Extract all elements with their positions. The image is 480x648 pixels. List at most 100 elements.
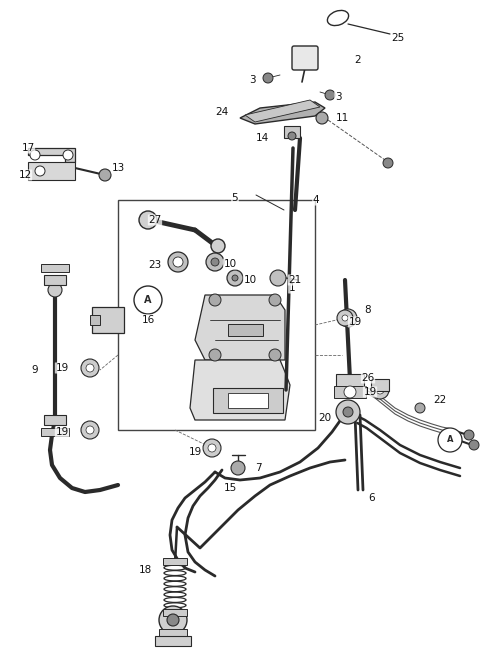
Circle shape — [232, 275, 238, 281]
Circle shape — [231, 461, 245, 475]
Circle shape — [316, 112, 328, 124]
Text: 26: 26 — [361, 373, 374, 383]
Text: 19: 19 — [348, 317, 361, 327]
Bar — [336, 374, 364, 390]
Circle shape — [270, 270, 286, 286]
Circle shape — [269, 294, 281, 306]
Text: 10: 10 — [223, 259, 237, 269]
Bar — [92, 307, 124, 333]
Circle shape — [371, 381, 389, 399]
Text: 19: 19 — [55, 427, 69, 437]
Bar — [371, 379, 389, 391]
Circle shape — [63, 150, 73, 160]
Bar — [159, 629, 187, 637]
Circle shape — [134, 286, 162, 314]
Text: 16: 16 — [142, 315, 155, 325]
Circle shape — [263, 73, 273, 83]
Bar — [155, 636, 191, 646]
Circle shape — [209, 349, 221, 361]
Circle shape — [344, 314, 352, 322]
Circle shape — [438, 428, 462, 452]
Text: 1: 1 — [288, 283, 295, 293]
Text: 15: 15 — [223, 483, 237, 493]
Bar — [118, 200, 315, 430]
Text: 7: 7 — [255, 463, 261, 473]
Circle shape — [415, 403, 425, 413]
Text: 20: 20 — [318, 413, 332, 423]
Text: 23: 23 — [148, 260, 162, 270]
Circle shape — [167, 614, 179, 626]
Text: 19: 19 — [188, 447, 202, 457]
Circle shape — [159, 606, 187, 634]
Bar — [44, 275, 66, 285]
Circle shape — [30, 150, 40, 160]
Polygon shape — [190, 360, 290, 420]
Text: 4: 4 — [312, 195, 319, 205]
Bar — [44, 415, 66, 425]
Circle shape — [269, 349, 281, 361]
Text: 3: 3 — [249, 75, 255, 85]
Bar — [41, 264, 69, 272]
Text: 17: 17 — [22, 143, 35, 153]
Circle shape — [464, 430, 474, 440]
Text: A: A — [144, 295, 152, 305]
Circle shape — [99, 169, 111, 181]
Text: 14: 14 — [255, 133, 269, 143]
Circle shape — [227, 270, 243, 286]
Text: 19: 19 — [55, 363, 69, 373]
Polygon shape — [240, 102, 325, 124]
Circle shape — [325, 90, 335, 100]
Circle shape — [86, 364, 94, 372]
Circle shape — [208, 444, 216, 452]
Text: 19: 19 — [363, 387, 377, 397]
Bar — [228, 393, 268, 408]
Bar — [90, 315, 100, 325]
Circle shape — [211, 239, 225, 253]
Circle shape — [342, 315, 348, 321]
Circle shape — [344, 386, 356, 398]
Text: 5: 5 — [232, 193, 238, 203]
Circle shape — [206, 253, 224, 271]
Text: 2: 2 — [355, 55, 361, 65]
Circle shape — [48, 283, 62, 297]
Text: 12: 12 — [18, 170, 32, 180]
Circle shape — [209, 294, 221, 306]
Polygon shape — [28, 148, 75, 162]
Text: 27: 27 — [148, 215, 162, 225]
Text: 22: 22 — [433, 395, 446, 405]
FancyBboxPatch shape — [292, 46, 318, 70]
Circle shape — [339, 309, 357, 327]
Circle shape — [139, 211, 157, 229]
Text: 9: 9 — [32, 365, 38, 375]
Bar — [334, 386, 366, 398]
Bar — [228, 324, 263, 336]
Text: A: A — [447, 435, 453, 445]
Circle shape — [288, 132, 296, 140]
Text: 21: 21 — [288, 275, 301, 285]
Polygon shape — [245, 100, 320, 122]
Bar — [213, 388, 283, 413]
Circle shape — [336, 400, 360, 424]
Circle shape — [383, 158, 393, 168]
Circle shape — [469, 440, 479, 450]
Bar — [163, 557, 187, 564]
Circle shape — [168, 252, 188, 272]
Text: 3: 3 — [335, 92, 341, 102]
Bar — [163, 608, 187, 616]
Text: 10: 10 — [243, 275, 257, 285]
Text: 25: 25 — [391, 33, 405, 43]
Polygon shape — [195, 295, 285, 360]
Circle shape — [211, 258, 219, 266]
Circle shape — [35, 166, 45, 176]
Text: 13: 13 — [111, 163, 125, 173]
Circle shape — [81, 359, 99, 377]
Text: 24: 24 — [216, 107, 228, 117]
Circle shape — [337, 310, 353, 326]
Circle shape — [376, 386, 384, 394]
Bar — [284, 126, 300, 138]
Text: 6: 6 — [369, 493, 375, 503]
Polygon shape — [28, 162, 75, 180]
Bar — [41, 428, 69, 436]
Text: 8: 8 — [365, 305, 372, 315]
Text: 18: 18 — [138, 565, 152, 575]
